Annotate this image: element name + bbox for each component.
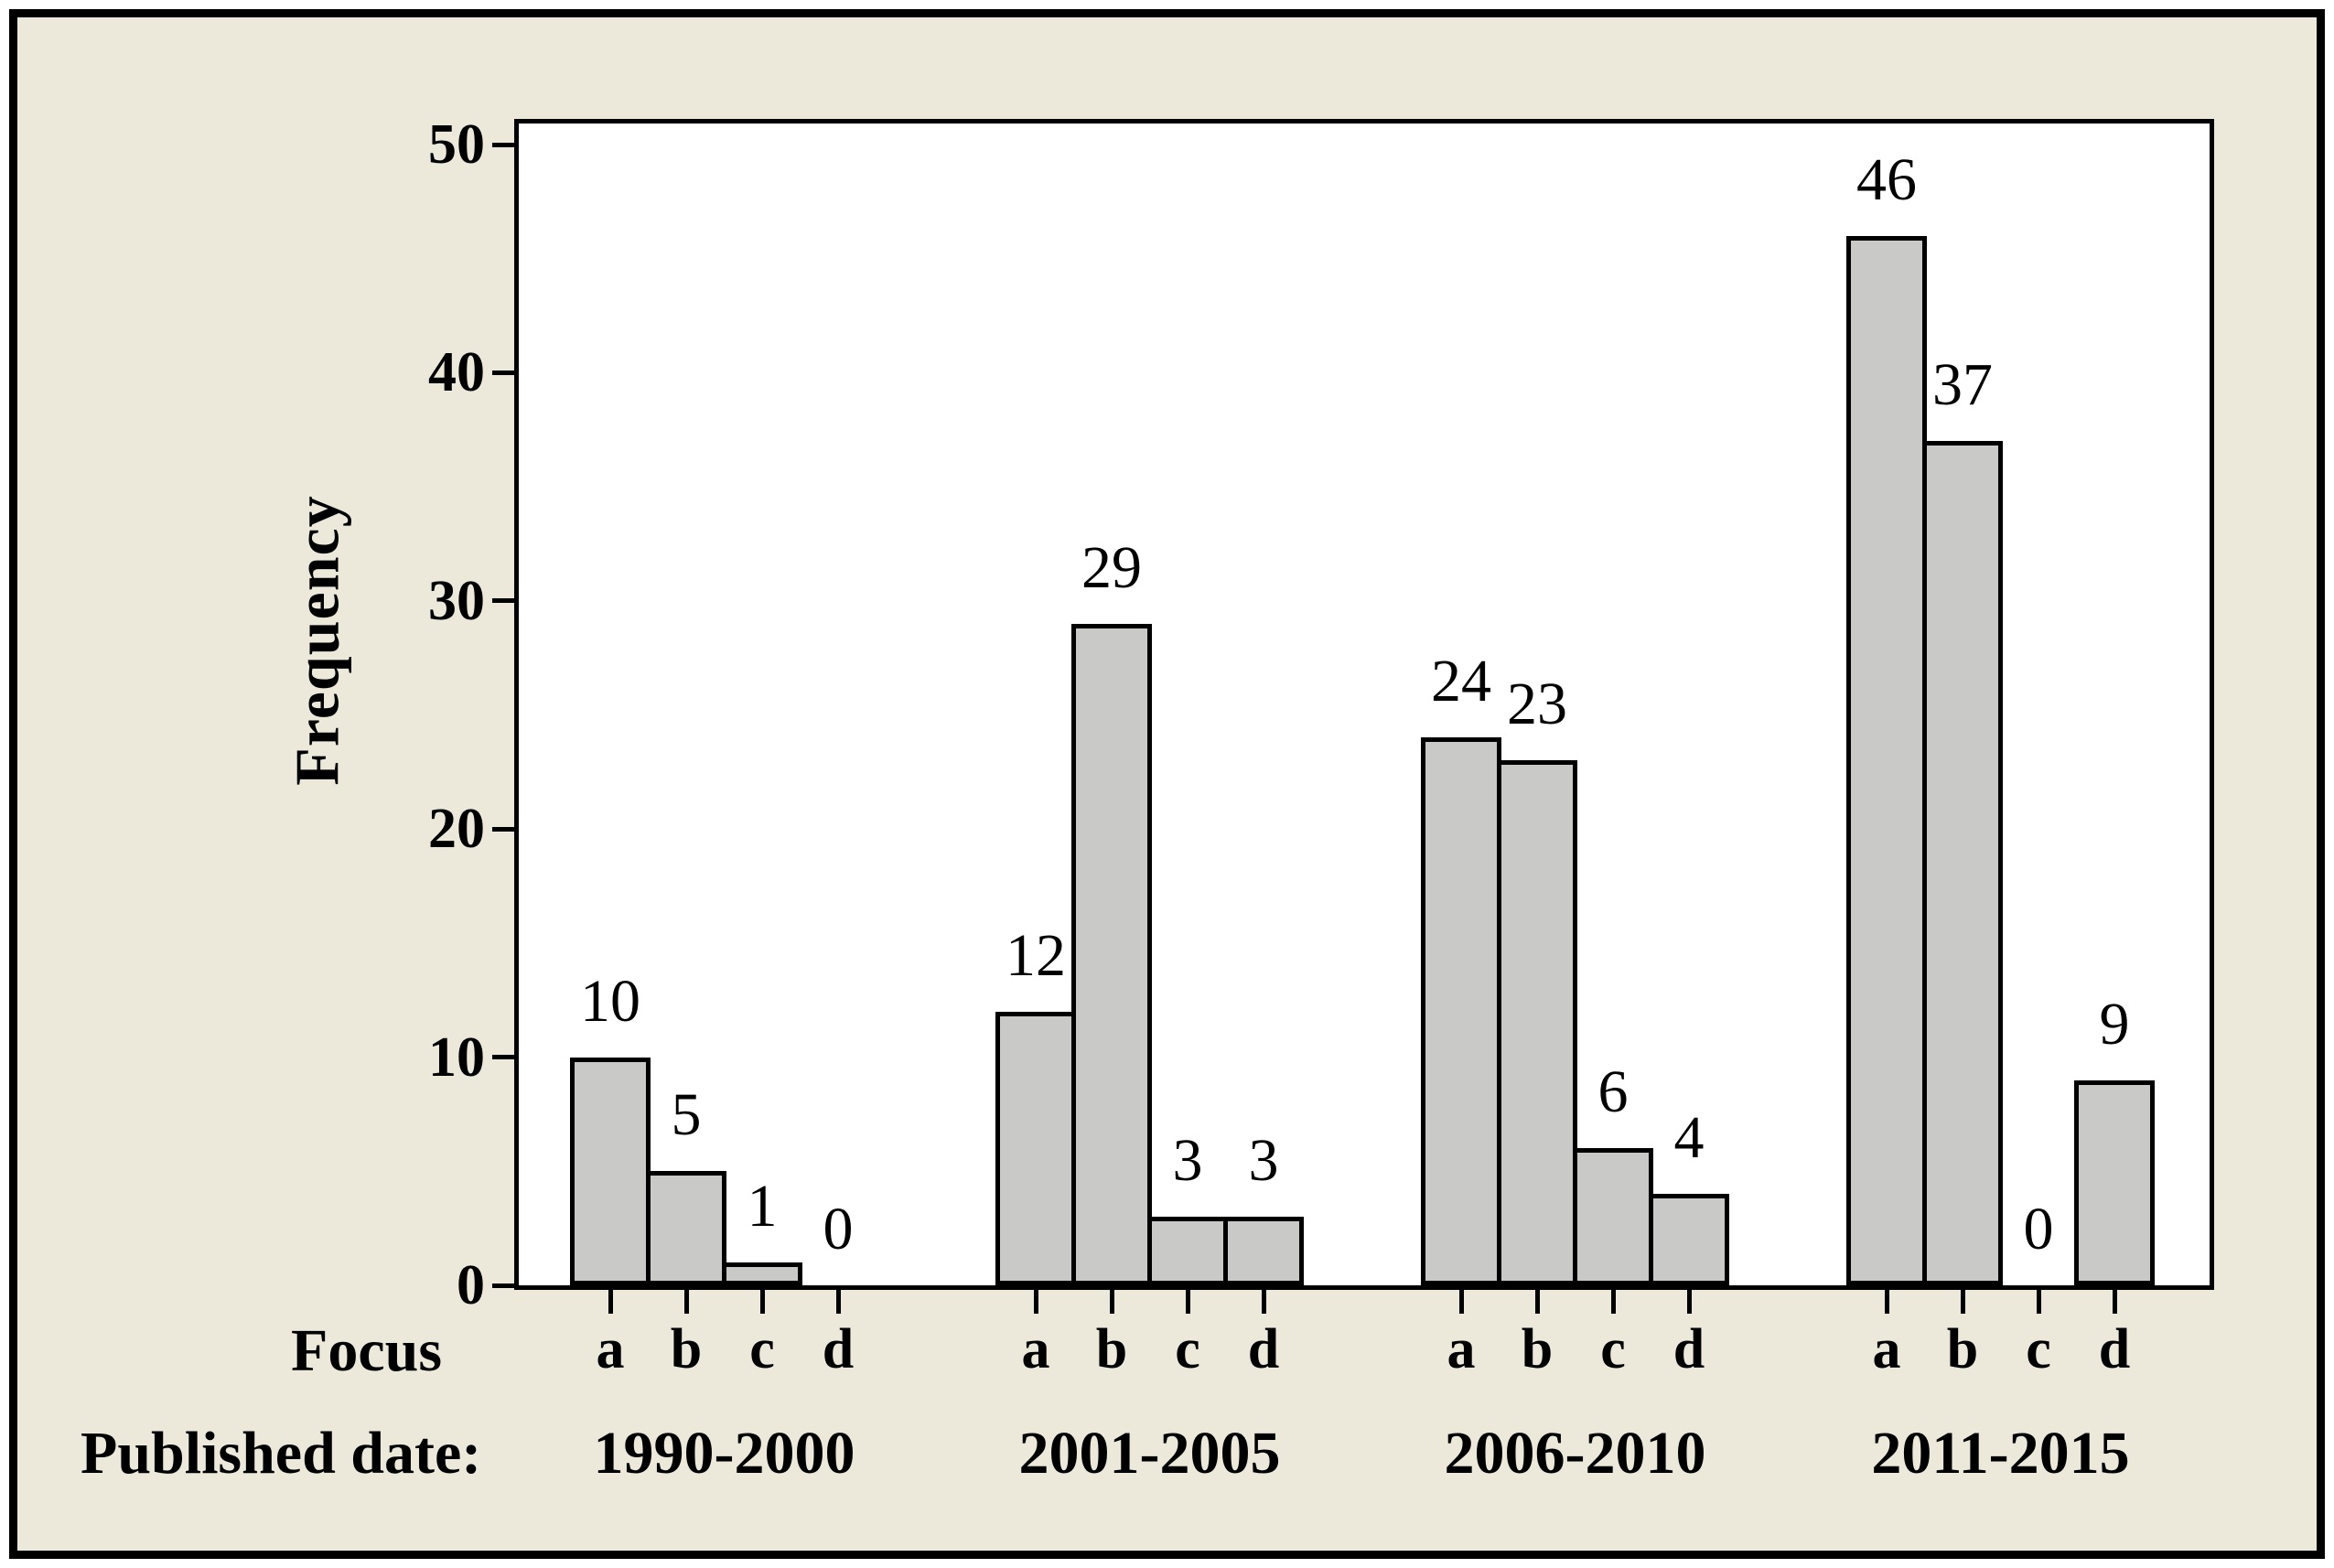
category-label-b: b [670,1318,703,1380]
x-tick-mark [835,1290,841,1314]
bar-value-label: 5 [671,1081,702,1149]
bar-value-label: 29 [1081,533,1142,601]
x-tick-mark [2036,1290,2041,1314]
period-label: 2006-2010 [1444,1420,1706,1487]
category-label-a: a [1447,1318,1476,1380]
bar-value-label: 12 [1006,921,1066,989]
focus-row-label: Focus [291,1317,442,1384]
bar-value-label: 10 [580,967,640,1035]
x-tick-mark [1686,1290,1692,1314]
bar-d-2011-2015 [2074,1080,2155,1285]
bar-a-2011-2015 [1846,236,1927,1285]
x-tick-mark [608,1290,613,1314]
bar-value-label: 0 [2023,1196,2054,1262]
bar-c-2001-2005 [1147,1217,1228,1285]
period-label: 2011-2015 [1871,1420,2130,1487]
category-label-d: d [822,1318,855,1380]
bar-value-label: 23 [1507,671,1567,738]
x-tick-mark [1884,1290,1889,1314]
bar-a-2006-2010 [1421,737,1501,1285]
bar-b-1990-2000 [646,1171,726,1285]
category-label-a: a [1021,1318,1050,1380]
bar-value-label: 24 [1431,648,1491,715]
category-label-c: c [2026,1318,2051,1380]
x-tick-mark [1109,1290,1114,1314]
x-tick-mark [683,1290,689,1314]
bar-value-label: 37 [1932,351,1993,419]
category-label-d: d [1247,1318,1280,1380]
y-tick-label: 30 [428,569,485,632]
bar-b-2006-2010 [1497,760,1577,1285]
bar-a-1990-2000 [570,1058,651,1285]
y-tick-label: 40 [428,341,485,404]
bar-b-2001-2005 [1071,624,1152,1285]
x-tick-mark [1458,1290,1464,1314]
bar-value-label: 6 [1597,1058,1629,1126]
x-tick-mark [1960,1290,1965,1314]
y-tick-mark [492,1283,517,1288]
y-tick-mark [492,1055,517,1060]
period-label: 1990-2000 [593,1420,855,1487]
bar-a-2001-2005 [995,1012,1076,1285]
category-label-b: b [1521,1318,1554,1380]
y-tick-mark [492,370,517,375]
y-tick-label: 0 [457,1254,485,1316]
x-tick-mark [759,1290,765,1314]
period-label: 2001-2005 [1018,1420,1281,1487]
category-label-c: c [1600,1318,1626,1380]
x-tick-mark [1610,1290,1616,1314]
bar-c-2006-2010 [1573,1148,1653,1285]
bar-value-label: 0 [823,1196,854,1262]
category-label-d: d [1673,1318,1705,1380]
category-label-b: b [1095,1318,1128,1380]
bar-value-label: 3 [1172,1127,1203,1195]
y-tick-mark [492,142,517,147]
bar-b-2011-2015 [1922,441,2003,1285]
category-label-d: d [2098,1318,2131,1380]
category-label-a: a [1872,1318,1901,1380]
category-label-b: b [1946,1318,1979,1380]
bar-value-label: 46 [1856,145,1917,213]
bar-value-label: 9 [2099,990,2130,1058]
published-date-row-label: Published date: [81,1420,482,1487]
y-tick-label: 20 [428,798,485,861]
y-axis-title: Frequency [282,495,352,786]
bar-value-label: 3 [1248,1127,1279,1195]
bar-value-label: 1 [747,1173,778,1240]
bar-d-2001-2005 [1223,1217,1304,1285]
category-label-c: c [749,1318,775,1380]
bar-d-2006-2010 [1649,1194,1729,1285]
category-label-c: c [1175,1318,1200,1380]
y-tick-label: 10 [428,1026,485,1089]
x-tick-mark [1534,1290,1540,1314]
category-label-a: a [596,1318,625,1380]
bar-value-label: 4 [1673,1104,1705,1172]
x-tick-mark [2112,1290,2117,1314]
y-tick-mark [492,826,517,832]
x-tick-mark [1033,1290,1038,1314]
y-tick-mark [492,598,517,604]
y-tick-label: 50 [428,113,485,176]
x-tick-mark [1261,1290,1266,1314]
bar-c-1990-2000 [722,1262,802,1285]
x-tick-mark [1185,1290,1190,1314]
